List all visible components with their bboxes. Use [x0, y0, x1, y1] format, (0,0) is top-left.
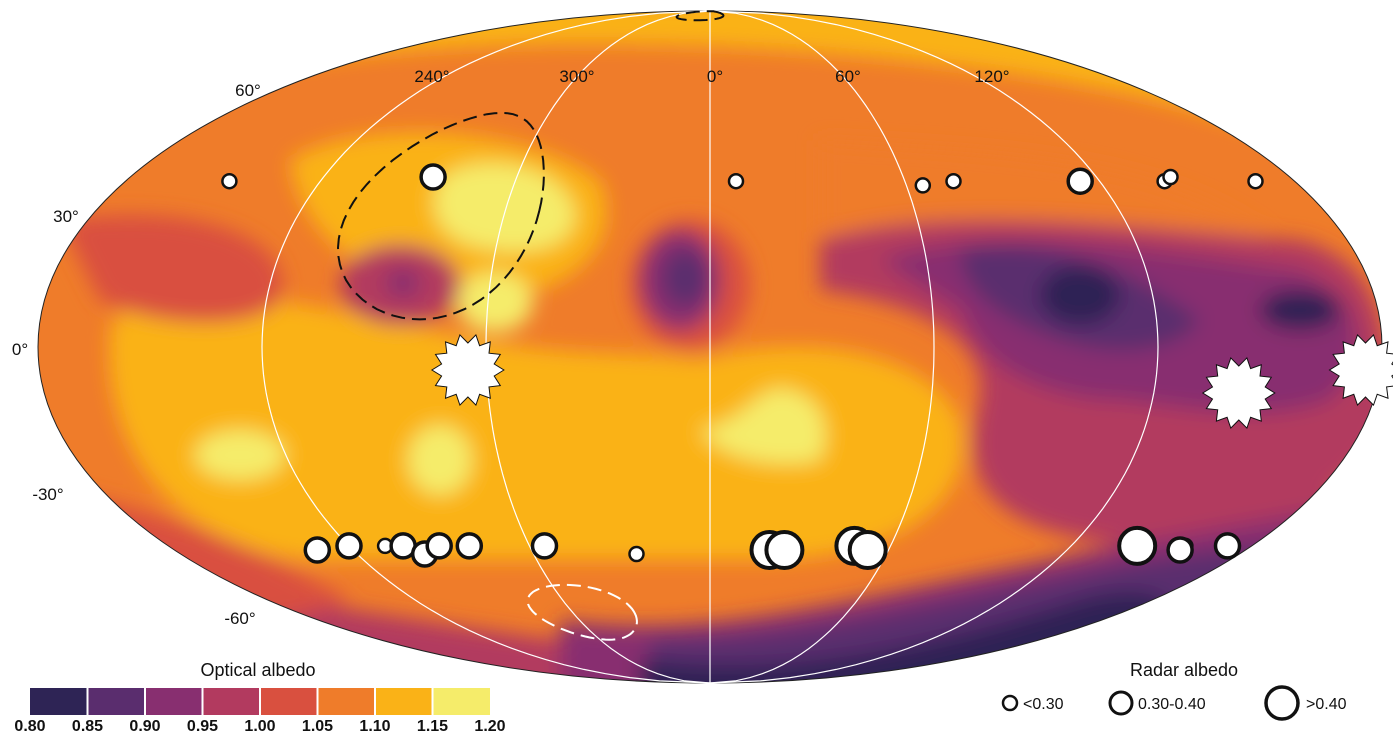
radar-point-26 — [1213, 532, 1242, 560]
radar-point-12 — [335, 532, 363, 560]
meridian-120 — [709, 10, 1159, 684]
colorbar-tick-1: 0.85 — [72, 718, 103, 733]
radar-point-5 — [1066, 167, 1094, 195]
lon-label-120: 120° — [974, 67, 1009, 86]
dashed-region-2 — [526, 583, 638, 641]
colorbar-tick-3: 0.95 — [187, 718, 218, 733]
radar-point-4 — [945, 172, 962, 190]
colorbar-swatches — [30, 688, 490, 715]
latitude-labels: 60° 30° 0° -30° -60° — [12, 81, 261, 628]
lat-label-30: 30° — [53, 207, 79, 226]
meridian-60 — [709, 10, 935, 684]
lon-label-240: 240° — [414, 67, 449, 86]
colorbar-swatch-7 — [432, 688, 490, 715]
radar-point-3 — [914, 177, 932, 194]
colorbar-tick-5: 1.05 — [302, 718, 333, 733]
dashed-region-1 — [675, 10, 725, 22]
radar-point-25 — [1166, 536, 1194, 564]
lat-label-minus60: -60° — [224, 609, 255, 628]
legend-small-label: <0.30 — [1023, 696, 1064, 713]
star-marker-0 — [430, 333, 505, 407]
colorbar-title: Optical albedo — [200, 660, 315, 680]
colorbar-tick-4: 1.00 — [244, 718, 275, 733]
radar-point-19 — [628, 545, 645, 563]
radar-point-11 — [303, 536, 332, 564]
radar-points — [221, 163, 1264, 570]
radar-legend: Radar albedo <0.30 0.30-0.40 >0.40 — [1001, 660, 1347, 721]
colorbar-ticks: 0.80 0.85 0.90 0.95 1.00 1.05 1.10 1.15 1.20 — [14, 718, 505, 733]
colorbar-tick-7: 1.15 — [417, 718, 448, 733]
lon-label-300: 300° — [559, 67, 594, 86]
radar-point-21 — [764, 530, 805, 570]
colorbar-swatch-0 — [30, 688, 88, 715]
legend-large-label: >0.40 — [1306, 696, 1347, 713]
lat-label-60: 60° — [235, 81, 261, 100]
radar-point-23 — [847, 530, 888, 570]
lon-label-60: 60° — [835, 67, 861, 86]
longitude-labels: 240° 300° 0° 60° 120° — [414, 67, 1009, 86]
colorbar-tick-2: 0.90 — [129, 718, 160, 733]
colorbar-swatch-3 — [202, 688, 260, 715]
colorbar: Optical albedo 0.80 0.85 0.90 0.95 1.00 1.05 1… — [14, 660, 505, 733]
dashed-region-0 — [336, 111, 545, 321]
radar-point-16 — [425, 532, 453, 560]
radar-point-17 — [455, 532, 484, 560]
meridian--120 — [261, 10, 711, 684]
colorbar-tick-8: 1.20 — [474, 718, 505, 733]
legend-large-circle — [1264, 685, 1300, 721]
lat-label-0: 0° — [12, 340, 28, 359]
radar-legend-title: Radar albedo — [1130, 660, 1238, 680]
radar-point-8 — [1162, 168, 1179, 186]
legend-small-circle — [1001, 694, 1019, 712]
colorbar-swatch-1 — [87, 688, 145, 715]
radar-point-1 — [221, 172, 238, 190]
colorbar-swatch-2 — [145, 688, 203, 715]
radar-point-6 — [1247, 172, 1264, 190]
radar-point-18 — [530, 532, 559, 560]
radar-point-2 — [727, 172, 745, 190]
star-markers — [430, 333, 1393, 430]
star-marker-1 — [1201, 356, 1276, 430]
legend-medium-label: 0.30-0.40 — [1138, 696, 1206, 713]
graticule — [261, 10, 1159, 684]
legend-medium-circle — [1108, 690, 1134, 716]
colorbar-tick-0: 0.80 — [14, 718, 45, 733]
star-marker-2 — [1328, 333, 1393, 407]
lat-label-minus30: -30° — [32, 485, 63, 504]
radar-point-0 — [419, 163, 447, 191]
radar-point-24 — [1117, 525, 1158, 566]
colorbar-swatch-4 — [260, 688, 318, 715]
lon-label-0: 0° — [707, 67, 723, 86]
colorbar-swatch-6 — [375, 688, 433, 715]
colorbar-tick-6: 1.10 — [359, 718, 390, 733]
dashed-regions — [336, 10, 725, 641]
colorbar-swatch-5 — [317, 688, 375, 715]
